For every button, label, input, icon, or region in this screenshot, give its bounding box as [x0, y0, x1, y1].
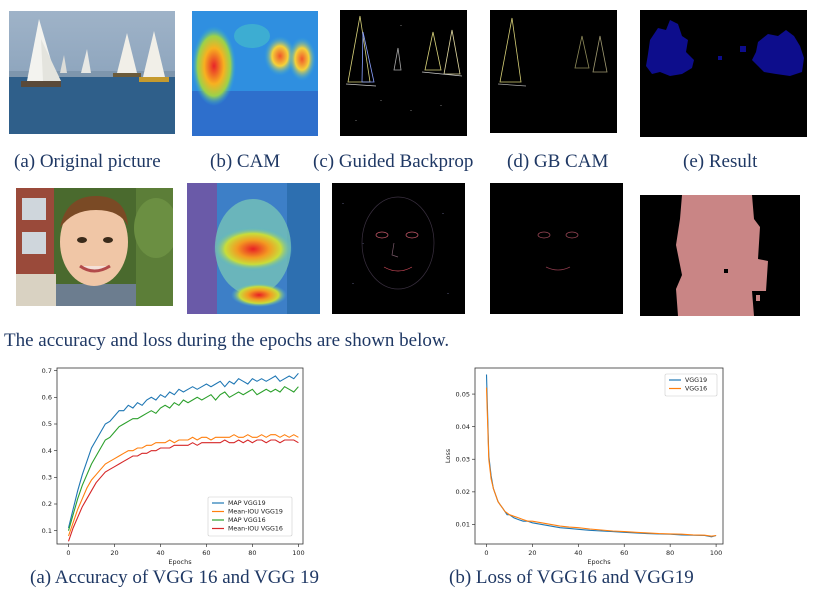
x-axis-label: Epochs	[168, 558, 192, 566]
boy-cam-heatmap	[187, 183, 320, 314]
y-axis-label: Loss	[444, 448, 452, 463]
boy-gb-cam-image	[490, 183, 623, 314]
accuracy-loss-sentence: The accuracy and loss during the epochs …	[4, 330, 450, 351]
x-tick-label: 100	[292, 549, 304, 557]
x-tick-label: 0	[484, 549, 488, 557]
y-tick-label: 0.4	[42, 447, 52, 455]
legend-box	[207, 496, 293, 537]
sailboat-gb-cam-image	[490, 10, 617, 133]
x-axis-label: Epochs	[587, 558, 611, 566]
caption-gb-cam: (d) GB CAM	[507, 151, 609, 172]
x-tick-label: 20	[528, 549, 536, 557]
y-tick-label: 0.02	[456, 488, 470, 496]
accuracy-chart: 0 20 40 60 80 100 0.1 0.2 0.3 0.4 0.5 0.6 0.7 Epochs M…	[42, 367, 305, 566]
y-tick-label: 0.2	[42, 500, 52, 508]
caption-original-picture: (a) Original picture	[14, 151, 161, 172]
legend-label: MAP VGG19	[228, 500, 266, 507]
y-tick-label: 0.6	[42, 394, 52, 402]
loss-chart: 0 20 40 60 80 100 0.01 0.02 0.03 0.04 0.05 Epochs Lo…	[444, 367, 724, 566]
y-tick-label: 0.7	[42, 367, 52, 375]
sailboat-cam-heatmap	[192, 11, 318, 136]
x-tick-label: 100	[710, 549, 722, 557]
x-tick-label: 40	[156, 549, 164, 557]
y-tick-label: 0.01	[456, 521, 470, 529]
boy-guided-backprop-image	[332, 183, 465, 314]
y-tick-label: 0.05	[456, 390, 470, 398]
x-tick-label: 80	[248, 549, 256, 557]
caption-result: (e) Result	[683, 151, 758, 172]
series-line-mean-iou-vgg19	[67, 434, 299, 537]
x-tick-label: 20	[110, 549, 118, 557]
series-line-mean-iou-vgg16	[67, 439, 299, 542]
plot-area	[474, 367, 724, 545]
legend-label: VGG16	[685, 386, 707, 393]
y-tick-label: 0.03	[456, 455, 470, 463]
x-tick-label: 40	[574, 549, 582, 557]
y-tick-label: 0.3	[42, 474, 52, 482]
boy-original-image	[16, 188, 173, 306]
x-tick-label: 0	[66, 549, 70, 557]
series-line-map-vgg16	[67, 385, 299, 531]
boy-result-mask	[640, 195, 800, 316]
legend-label: Mean-IOU VGG16	[228, 526, 283, 533]
sailboat-guided-backprop-image	[340, 10, 467, 136]
y-tick-label: 0.1	[42, 527, 52, 535]
x-tick-label: 60	[202, 549, 210, 557]
caption-loss-chart: (b) Loss of VGG16 and VGG19	[449, 567, 694, 588]
legend-label: MAP VGG16	[228, 517, 266, 524]
sailboat-original-image	[9, 11, 175, 134]
x-tick-label: 80	[666, 549, 674, 557]
legend-label: VGG19	[685, 377, 707, 384]
caption-accuracy-chart: (a) Accuracy of VGG 16 and VGG 19	[30, 567, 319, 588]
legend-label: Mean-IOU VGG19	[228, 509, 283, 516]
y-tick-label: 0.04	[456, 423, 470, 431]
sailboat-result-mask	[640, 10, 807, 137]
y-tick-label: 0.5	[42, 420, 52, 428]
caption-guided-backprop: (c) Guided Backprop	[313, 151, 474, 172]
series-line-vgg16	[485, 387, 717, 537]
series-line-map-vgg19	[67, 372, 299, 529]
x-tick-label: 60	[620, 549, 628, 557]
caption-cam: (b) CAM	[210, 151, 281, 172]
